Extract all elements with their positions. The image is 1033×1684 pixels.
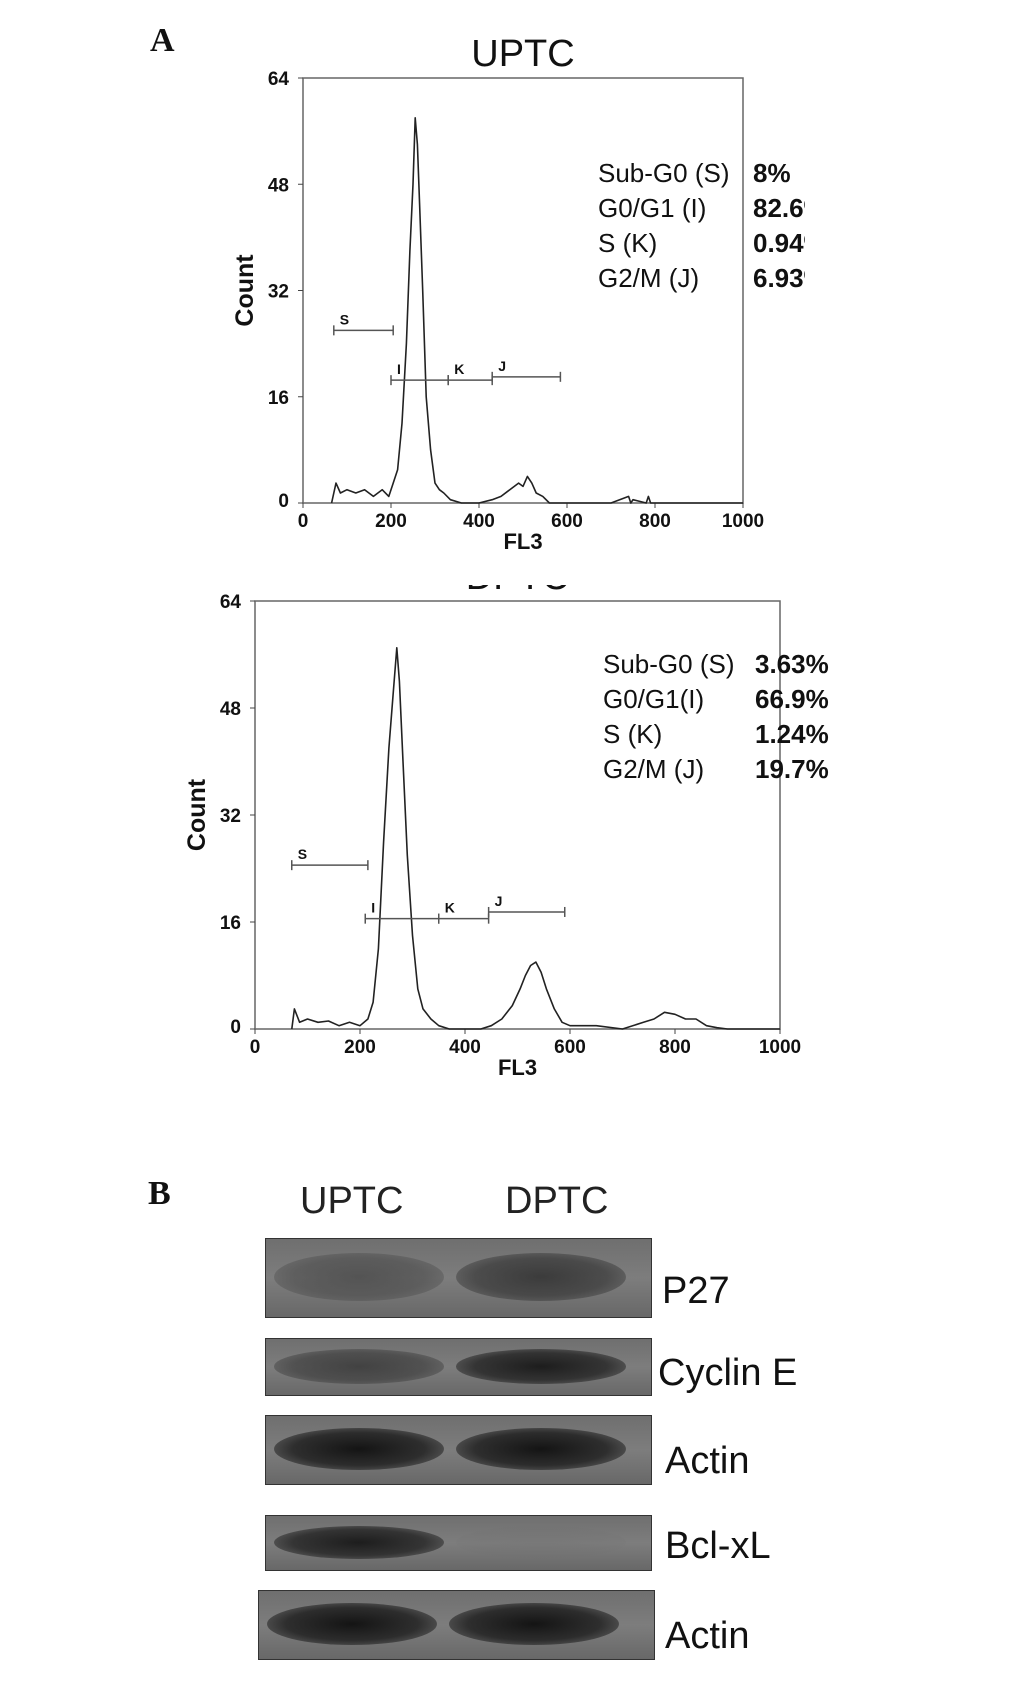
- x-axis-label: FL3: [503, 529, 542, 554]
- x-tick-label: 600: [554, 1037, 586, 1058]
- blot-band: [456, 1428, 626, 1471]
- gate-label: K: [454, 361, 464, 377]
- blot-band: [274, 1253, 444, 1302]
- blot-label-bcl-xl: Bcl-xL: [665, 1525, 771, 1567]
- stat-label: G2/M (J): [598, 263, 699, 293]
- blot-row-actin-2: [258, 1590, 655, 1660]
- blot-band: [449, 1603, 619, 1646]
- stat-label: S (K): [603, 719, 662, 749]
- x-tick-label: 0: [250, 1037, 261, 1058]
- lane-label-dptc: DPTC: [505, 1180, 609, 1222]
- gate-label: J: [498, 358, 506, 374]
- gate-label: S: [340, 311, 349, 327]
- y-tick-label: 64: [220, 592, 242, 613]
- gate-s: S: [291, 846, 369, 871]
- gate-label: K: [445, 900, 455, 916]
- stat-value: 19.7%: [755, 754, 829, 784]
- y-tick-label: 32: [220, 806, 241, 827]
- blot-band: [456, 1253, 626, 1302]
- x-tick-label: 600: [551, 511, 583, 532]
- x-tick-label: 400: [463, 511, 495, 532]
- stat-value: 6.93%: [753, 263, 805, 293]
- blot-row-cyclin-e: [265, 1338, 652, 1396]
- stat-label: S (K): [598, 228, 657, 258]
- stat-label: Sub-G0 (S): [598, 158, 730, 188]
- y-tick-label: 16: [220, 913, 241, 934]
- gate-label: I: [371, 900, 375, 916]
- histogram-series: [291, 647, 780, 1030]
- y-tick-label: 32: [268, 282, 289, 303]
- gate-k: K: [438, 900, 490, 924]
- panel-b-label: B: [148, 1175, 171, 1212]
- blot-band: [274, 1525, 444, 1560]
- x-tick-label: 800: [659, 1037, 691, 1058]
- x-tick-label: 400: [449, 1037, 481, 1058]
- blot-band: [274, 1349, 444, 1384]
- y-axis-label: Count: [231, 254, 259, 327]
- gate-j: J: [491, 358, 562, 382]
- blot-band: [456, 1349, 626, 1384]
- stat-label: G0/G1 (I): [598, 193, 706, 223]
- gate-k: K: [447, 361, 493, 386]
- stat-value: 0.94%: [753, 228, 805, 258]
- x-tick-label: 1000: [759, 1037, 801, 1058]
- gate-label: S: [298, 846, 307, 862]
- lane-label-uptc: UPTC: [300, 1180, 404, 1222]
- blot-band: [267, 1603, 437, 1646]
- x-tick-label: 800: [639, 511, 671, 532]
- x-axis-label: FL3: [498, 1055, 537, 1080]
- x-tick-label: 1000: [722, 511, 764, 532]
- blot-row-actin-1: [265, 1415, 652, 1485]
- stat-value: 66.9%: [755, 684, 829, 714]
- stat-value: 8%: [753, 158, 791, 188]
- gate-label: J: [495, 893, 503, 909]
- stat-label: G0/G1(I): [603, 684, 704, 714]
- histogram-uptc: UPTC 0 16 32 48 64 0 200 400 600 800 1000 FL3 Count S I…: [231, 33, 805, 554]
- blot-band: [274, 1428, 444, 1471]
- gate-label: I: [397, 361, 401, 377]
- blot-label-cyclin-e: Cyclin E: [658, 1352, 798, 1394]
- stat-label: Sub-G0 (S): [603, 649, 735, 679]
- panel-a-label: A: [150, 22, 175, 59]
- histogram-dptc: DPTC 0 16 32 48 64 0 200 400 600 800 1000 FL3 Count S I…: [183, 585, 829, 1080]
- chart-title: UPTC: [471, 33, 574, 75]
- gate-j: J: [487, 893, 566, 917]
- y-tick-label: 48: [268, 175, 289, 196]
- blot-label-actin-2: Actin: [665, 1615, 750, 1657]
- stat-value: 82.6%: [753, 193, 805, 223]
- x-tick-label: 200: [375, 511, 407, 532]
- blot-label-actin-1: Actin: [665, 1440, 750, 1482]
- gate-i: I: [364, 900, 440, 924]
- gate-i: I: [390, 361, 449, 386]
- x-tick-label: 0: [298, 511, 309, 532]
- blot-label-p27: P27: [662, 1270, 730, 1312]
- gate-s: S: [333, 311, 394, 336]
- y-axis-label: Count: [183, 778, 211, 851]
- histogram-series: [330, 117, 743, 504]
- y-tick-label: 0: [230, 1017, 241, 1038]
- stat-value: 1.24%: [755, 719, 829, 749]
- blot-row-bcl-xl: [265, 1515, 652, 1571]
- x-tick-label: 200: [344, 1037, 376, 1058]
- blot-row-p27: [265, 1238, 652, 1318]
- y-tick-label: 16: [268, 388, 289, 409]
- y-tick-label: 0: [278, 491, 289, 512]
- y-tick-label: 48: [220, 699, 241, 720]
- stat-label: G2/M (J): [603, 754, 704, 784]
- y-tick-label: 64: [268, 69, 290, 90]
- blot-band: [456, 1525, 626, 1560]
- stat-value: 3.63%: [755, 649, 829, 679]
- chart-title: DPTC: [466, 585, 569, 598]
